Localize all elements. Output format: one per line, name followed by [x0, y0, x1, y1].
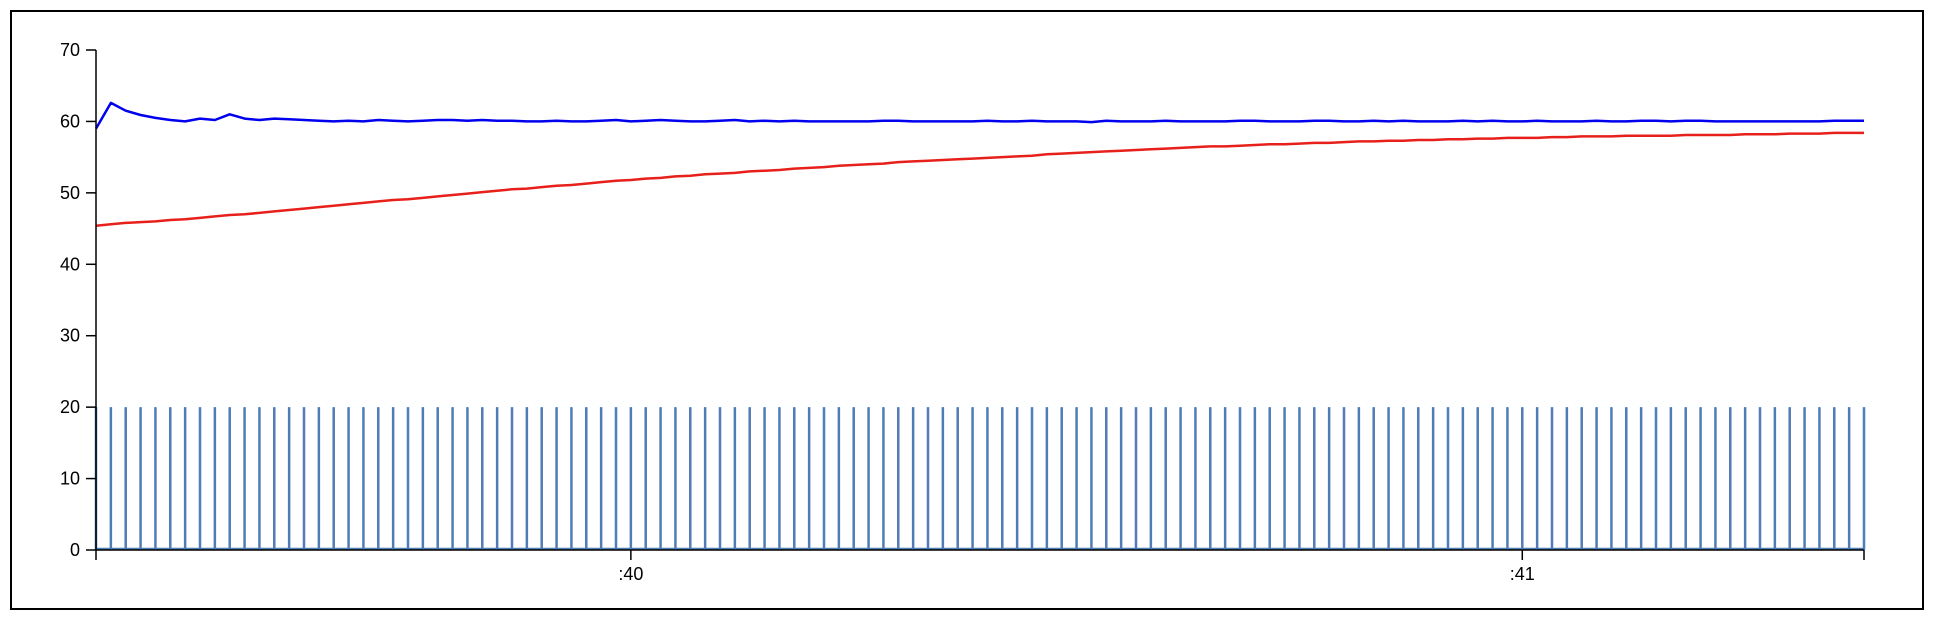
x-axis: :40 :41 [95, 549, 1865, 584]
series-line-red [95, 131, 1864, 227]
y-tick-label: 50 [60, 183, 80, 203]
y-axis: 0 10 20 30 40 50 60 70 [60, 40, 97, 560]
chart-frame: 0 10 20 30 40 50 60 70 :40 :41 [10, 10, 1924, 610]
pulse-series [94, 407, 1866, 551]
line-chart: 0 10 20 30 40 50 60 70 :40 :41 [60, 40, 1866, 584]
y-tick-label: 10 [60, 469, 80, 489]
y-tick-label: 20 [60, 397, 80, 417]
line-series-group [94, 101, 1864, 227]
y-tick-label: 30 [60, 326, 80, 346]
y-tick-label: 40 [60, 254, 80, 274]
series-line-blue [94, 101, 1864, 130]
y-tick-label: 70 [60, 40, 80, 60]
y-tick-label: 0 [70, 540, 80, 560]
x-tick-label: :40 [618, 564, 643, 584]
y-tick-label: 60 [60, 111, 80, 131]
x-tick-label: :41 [1510, 564, 1535, 584]
